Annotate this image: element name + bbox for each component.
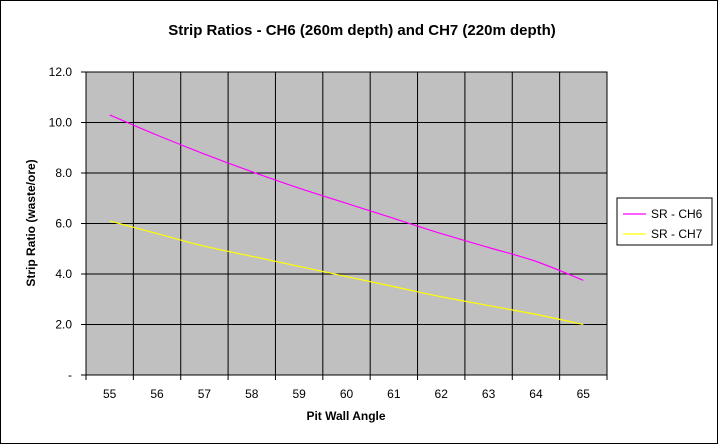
legend: SR - CH6 SR - CH7 bbox=[616, 197, 713, 246]
legend-label-ch7: SR - CH7 bbox=[651, 227, 703, 241]
x-tick-label: 60 bbox=[340, 387, 354, 401]
plot-border bbox=[85, 71, 608, 376]
y-tick-label: 2.0 bbox=[55, 318, 72, 332]
y-tick-label: 6.0 bbox=[55, 217, 72, 231]
x-tick-label: 58 bbox=[245, 387, 259, 401]
x-tick-label: 64 bbox=[529, 387, 543, 401]
legend-label-ch6: SR - CH6 bbox=[651, 207, 703, 221]
x-tick-label: 57 bbox=[198, 387, 212, 401]
tick-labels: - 2.0 4.0 6.0 8.0 10.0 12.0 55 56 57 58 59 60 61 62 63 6… bbox=[49, 65, 591, 401]
x-axis-title: Pit Wall Angle bbox=[306, 409, 385, 423]
y-tick-label: - bbox=[68, 368, 72, 382]
x-tick-label: 56 bbox=[150, 387, 164, 401]
gridlines bbox=[81, 71, 608, 380]
y-tick-label: 10.0 bbox=[49, 116, 73, 130]
x-tick-label: 55 bbox=[103, 387, 117, 401]
y-tick-label: 12.0 bbox=[49, 65, 73, 79]
y-tick-label: 8.0 bbox=[55, 166, 72, 180]
legend-box bbox=[616, 197, 713, 246]
chart-title: Strip Ratios - CH6 (260m depth) and CH7 … bbox=[168, 22, 556, 39]
y-axis-title: Strip Ratio (waste/ore) bbox=[24, 159, 38, 286]
x-tick-label: 65 bbox=[577, 387, 591, 401]
x-tick-label: 63 bbox=[482, 387, 496, 401]
x-tick-label: 62 bbox=[435, 387, 449, 401]
y-tick-label: 4.0 bbox=[55, 267, 72, 281]
x-tick-label: 61 bbox=[387, 387, 401, 401]
series-layer bbox=[109, 114, 584, 326]
x-tick-label: 59 bbox=[292, 387, 306, 401]
